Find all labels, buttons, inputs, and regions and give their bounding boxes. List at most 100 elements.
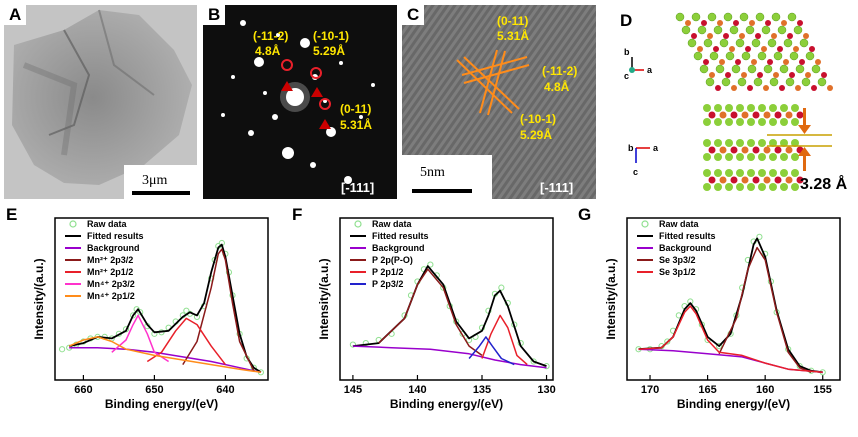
atom-mn [777, 46, 783, 52]
atom-se [703, 139, 711, 147]
raw-data-point [225, 269, 233, 276]
atom-se [737, 77, 747, 87]
atom-se [709, 51, 719, 61]
atom-mn [730, 176, 738, 184]
atom-mn [779, 85, 785, 91]
atom-se [758, 139, 766, 147]
atom-mn [725, 72, 731, 78]
raw-data-point [427, 261, 434, 268]
arrow-marker-1 [281, 81, 293, 91]
atom-se [736, 139, 744, 147]
fringe-lines [456, 49, 530, 116]
raw-data-point [362, 339, 369, 347]
raw-data-point [122, 326, 130, 333]
atom-mn [767, 59, 773, 65]
atom-p [803, 33, 809, 39]
series-line [481, 314, 528, 366]
atom-se [723, 12, 733, 22]
raw-data-point [756, 233, 763, 240]
legend-entry: Background [372, 243, 425, 253]
legend-entry: Background [87, 243, 140, 253]
atom-p [719, 176, 727, 184]
atom-se [795, 64, 805, 74]
atom-p [707, 33, 713, 39]
panel-label-b: B [203, 5, 226, 25]
series-line [352, 345, 547, 369]
atom-mn [747, 85, 753, 91]
raw-data-point [401, 312, 408, 319]
series-line [68, 336, 262, 374]
atom-se [758, 118, 766, 126]
atom-mn [752, 146, 760, 154]
raw-data-point [101, 333, 108, 341]
atom-mn [821, 72, 827, 78]
atom-se [789, 51, 799, 61]
atom-se [769, 153, 777, 161]
atom-p [763, 85, 769, 91]
atom-p [763, 176, 771, 184]
legend-entry: Raw data [372, 219, 413, 229]
legend-entry: Raw data [659, 219, 700, 229]
fringe-label-3-d: 5.29Å [520, 127, 552, 142]
atom-se [758, 169, 766, 177]
raw-data-point [236, 330, 243, 337]
atom-se [767, 38, 777, 48]
atom-se [725, 104, 733, 112]
fringe-label-1-plane: (0-11) [497, 14, 528, 28]
atom-se [736, 104, 744, 112]
raw-data-point [193, 313, 201, 321]
legend-entry: Raw data [87, 219, 128, 229]
atom-p [719, 59, 725, 65]
atom-mn [752, 176, 760, 184]
panel-a-tem-image: 3μm A [4, 5, 197, 199]
panel-d-crystal-structure: D b c a b a c 3.28 Å [602, 5, 856, 201]
atom-p [795, 85, 801, 91]
raw-data-point [658, 343, 665, 350]
xps-chart-f: 145 140 135 130 Binding energy/(eV) Intensity… [317, 217, 556, 411]
atom-se [697, 25, 707, 35]
atom-se [715, 64, 725, 74]
atom-se [791, 153, 799, 161]
plot-frame [54, 217, 269, 381]
atom-mn [708, 176, 716, 184]
series-line [352, 265, 547, 367]
raw-data-point [808, 367, 815, 374]
legend-entry: Fitted results [659, 231, 716, 241]
atom-se [729, 25, 739, 35]
atom-se [703, 38, 713, 48]
atom-se [793, 25, 803, 35]
atom-se [787, 12, 797, 22]
raw-data-point [664, 338, 671, 345]
interlayer-spacing: 3.28 Å [800, 174, 848, 193]
axes-indicator-top [629, 57, 644, 73]
atom-se [714, 153, 722, 161]
atom-mn [730, 111, 738, 119]
series-line [638, 305, 823, 374]
atom-se [791, 118, 799, 126]
spot-label-3-plane: (0-11) [340, 102, 371, 116]
atom-se [714, 183, 722, 191]
atom-p [785, 176, 793, 184]
raw-data-point [692, 306, 700, 313]
spot-label-1-d: 4.8Å [255, 43, 281, 58]
axis-bottom-b: b [628, 143, 634, 153]
scale-bar-label-a: 3μm [142, 173, 168, 188]
legend-entry: Background [659, 243, 712, 253]
atom-mn [757, 72, 763, 78]
raw-data-point [144, 323, 151, 330]
legend-entry: Mn²⁺ 2p1/2 [87, 267, 133, 277]
atom-mn [765, 20, 771, 26]
zone-axis-b: [-111] [341, 180, 374, 195]
raw-data-point [59, 346, 66, 353]
atom-se [703, 153, 711, 161]
atom-mn [730, 146, 738, 154]
atom-se [721, 77, 731, 87]
raw-data-point [517, 339, 524, 347]
atom-p [741, 176, 749, 184]
atom-se [725, 169, 733, 177]
atom-mn [745, 46, 751, 52]
atom-mn [799, 59, 805, 65]
atom-p [773, 72, 779, 78]
atom-se [753, 77, 763, 87]
legend-entry: Mn⁴⁺ 2p1/2 [87, 291, 135, 301]
